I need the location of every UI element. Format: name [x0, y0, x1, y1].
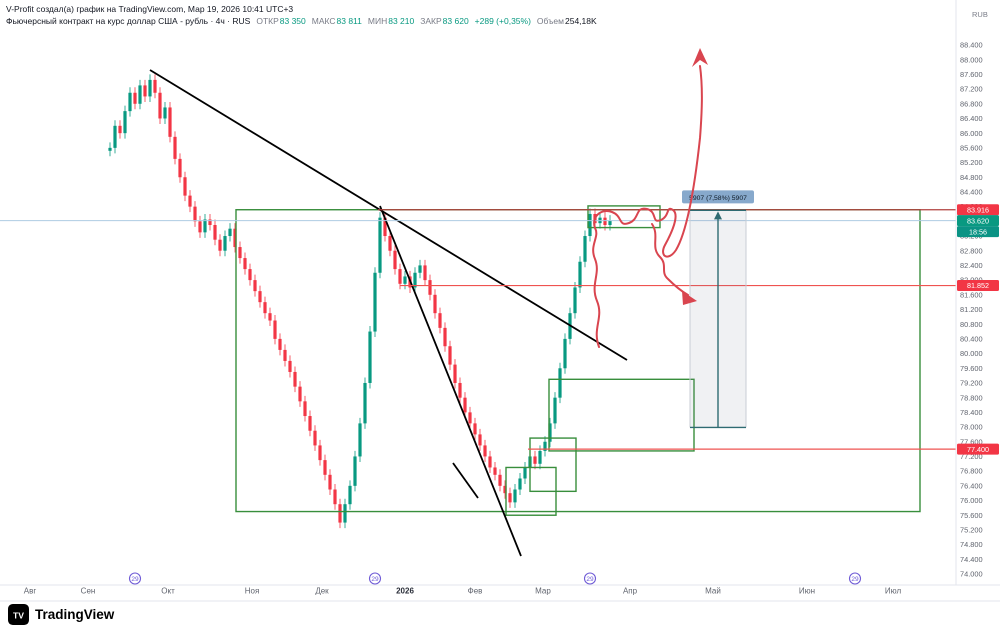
- brand-name[interactable]: TradingView: [35, 607, 115, 622]
- svg-text:Июн: Июн: [799, 587, 815, 596]
- svg-text:79.200: 79.200: [960, 379, 983, 388]
- svg-text:87.600: 87.600: [960, 70, 983, 79]
- svg-text:88.000: 88.000: [960, 55, 983, 64]
- svg-text:80.400: 80.400: [960, 334, 983, 343]
- svg-text:77.200: 77.200: [960, 452, 983, 461]
- svg-text:84.800: 84.800: [960, 173, 983, 182]
- svg-text:76.800: 76.800: [960, 467, 983, 476]
- measure-label: [682, 190, 754, 204]
- svg-text:Май: Май: [705, 587, 721, 596]
- svg-text:74.000: 74.000: [960, 570, 983, 579]
- svg-text:76.000: 76.000: [960, 496, 983, 505]
- svg-text:Авг: Авг: [24, 587, 37, 596]
- svg-text:77.600: 77.600: [960, 437, 983, 446]
- svg-text:81.600: 81.600: [960, 290, 983, 299]
- ohlc-open: ОТКР 83 350: [256, 16, 306, 26]
- svg-text:78.000: 78.000: [960, 423, 983, 432]
- svg-text:76.400: 76.400: [960, 481, 983, 490]
- price-labels: 83.916 83.620 18:56 81.852 77.400: [957, 204, 999, 455]
- svg-text:82.800: 82.800: [960, 246, 983, 255]
- svg-text:80.800: 80.800: [960, 320, 983, 329]
- logo-background: [8, 604, 29, 625]
- svg-text:Ноя: Ноя: [245, 587, 260, 596]
- svg-text:75.200: 75.200: [960, 526, 983, 535]
- svg-text:78.400: 78.400: [960, 408, 983, 417]
- svg-text:85.200: 85.200: [960, 158, 983, 167]
- price-axis[interactable]: 88.400 88.000 87.600 87.200 86.800 86.400 86.0…: [960, 41, 983, 579]
- volume: Объем 254,18K: [536, 16, 597, 26]
- axis-borders: [0, 0, 1000, 602]
- measure-tool[interactable]: 5907 (7,58%) 5907: [682, 190, 754, 429]
- svg-text:77.400: 77.400: [967, 445, 989, 454]
- price-change: +289 (+0,35%): [474, 16, 531, 26]
- svg-text:86.000: 86.000: [960, 129, 983, 138]
- symbol-info-bar: Фьючерсный контракт на курс доллар США -…: [6, 16, 597, 26]
- svg-text:85.600: 85.600: [960, 143, 983, 152]
- svg-text:86.800: 86.800: [960, 99, 983, 108]
- date-badge[interactable]: 29: [128, 572, 142, 585]
- svg-text:5907 (7,58%) 5907: 5907 (7,58%) 5907: [689, 195, 747, 202]
- svg-text:2026: 2026: [396, 587, 414, 596]
- svg-text:81.200: 81.200: [960, 305, 983, 314]
- logo-glyph: TV: [13, 610, 24, 620]
- svg-text:79.600: 79.600: [960, 364, 983, 373]
- tradingview-logo-icon[interactable]: TV: [8, 604, 29, 625]
- chart-byline: V-Profit создал(а) график на TradingView…: [6, 4, 294, 14]
- svg-text:Мар: Мар: [535, 587, 551, 596]
- date-badge[interactable]: 29: [368, 572, 382, 585]
- svg-text:74.400: 74.400: [960, 555, 983, 564]
- svg-text:88.400: 88.400: [960, 41, 983, 50]
- svg-text:29: 29: [851, 576, 859, 583]
- svg-text:78.800: 78.800: [960, 393, 983, 402]
- drawing-trendlines[interactable]: [149, 69, 628, 557]
- svg-text:Апр: Апр: [623, 587, 638, 596]
- drawing-horizontal-lines[interactable]: [378, 209, 956, 450]
- drawing-rectangles[interactable]: [235, 205, 921, 516]
- svg-text:83.916: 83.916: [967, 205, 989, 214]
- date-badge[interactable]: 29: [583, 572, 597, 585]
- svg-text:74.800: 74.800: [960, 540, 983, 549]
- footer: TV TradingView: [8, 604, 114, 625]
- svg-text:75.600: 75.600: [960, 511, 983, 520]
- svg-text:81.852: 81.852: [967, 281, 989, 290]
- svg-text:82.400: 82.400: [960, 261, 983, 270]
- time-axis[interactable]: Авг Сен Окт Ноя Дек 2026 Фев Мар Апр Май Июн Июл 29 2…: [24, 572, 902, 596]
- svg-text:87.200: 87.200: [960, 85, 983, 94]
- svg-text:Фев: Фев: [468, 587, 483, 596]
- svg-text:Дек: Дек: [315, 587, 329, 596]
- drawn-arrows[interactable]: [592, 48, 708, 348]
- ohlc-high: МАКС 83 811: [311, 16, 362, 26]
- date-badge[interactable]: 29: [848, 572, 862, 585]
- svg-text:84.400: 84.400: [960, 188, 983, 197]
- svg-text:80.000: 80.000: [960, 349, 983, 358]
- svg-text:83.620: 83.620: [967, 216, 989, 225]
- ohlc-close: ЗАКР 83 620: [420, 16, 469, 26]
- svg-text:18:56: 18:56: [969, 227, 987, 236]
- symbol-title[interactable]: Фьючерсный контракт на курс доллар США -…: [6, 16, 251, 26]
- svg-text:Окт: Окт: [161, 587, 175, 596]
- svg-text:Июл: Июл: [885, 587, 902, 596]
- svg-text:29: 29: [131, 576, 139, 583]
- svg-text:29: 29: [371, 576, 379, 583]
- currency-label: RUB: [972, 10, 988, 19]
- ohlc-low: МИН 83 210: [367, 16, 415, 26]
- candlesticks: [108, 74, 612, 529]
- svg-text:Сен: Сен: [81, 587, 96, 596]
- svg-text:29: 29: [586, 576, 594, 583]
- svg-text:86.400: 86.400: [960, 114, 983, 123]
